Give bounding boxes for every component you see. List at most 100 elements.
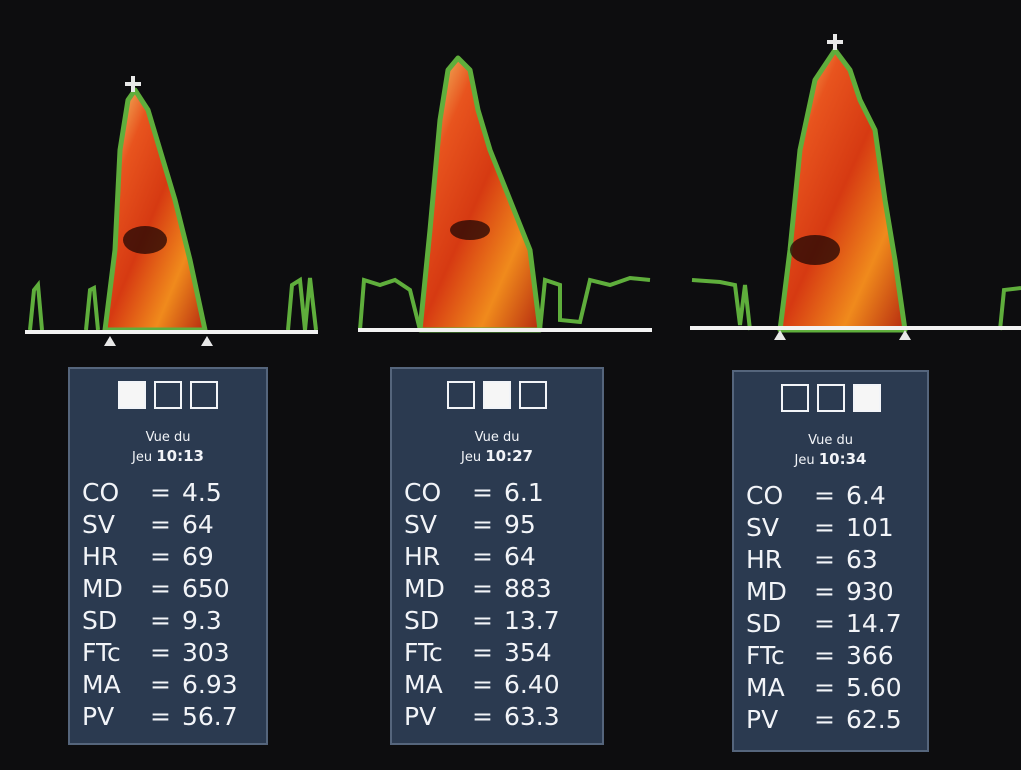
monitor-screen: Vue duJeu 10:13CO=4.5SV=64HR=69MD=650SD=… — [0, 0, 1021, 770]
view-square — [447, 381, 475, 409]
equals-sign: = — [150, 573, 171, 605]
measurement-value: 63.3 — [504, 701, 560, 733]
measurement-label: MA — [404, 669, 443, 701]
measurement-row: HR=69 — [70, 541, 266, 573]
measurement-value: 6.1 — [504, 477, 544, 509]
measurement-label: MA — [746, 672, 785, 704]
measurement-label: PV — [82, 701, 114, 733]
measurement-label: FTc — [404, 637, 443, 669]
measurement-value: 14.7 — [846, 608, 902, 640]
equals-sign: = — [472, 637, 493, 669]
view-square — [118, 381, 146, 409]
view-day: Jeu — [795, 453, 815, 468]
equals-sign: = — [150, 669, 171, 701]
measurement-value: 101 — [846, 512, 894, 544]
equals-sign: = — [150, 701, 171, 733]
measurement-value: 5.60 — [846, 672, 902, 704]
view-label: Vue du — [70, 429, 266, 447]
measurement-row: FTc = 354 — [392, 637, 602, 669]
view-square — [853, 384, 881, 412]
measurement-value: 9.3 — [182, 605, 222, 637]
view-indicator — [734, 384, 927, 412]
view-day: Jeu — [461, 450, 481, 465]
measurement-label: PV — [746, 704, 778, 736]
view-time-line: Jeu 10:34 — [734, 450, 927, 470]
measurement-label: HR — [746, 544, 782, 576]
measurement-value: 13.7 — [504, 605, 560, 637]
equals-sign: = — [814, 672, 835, 704]
measurement-label: PV — [404, 701, 436, 733]
measurement-value: 303 — [182, 637, 230, 669]
measurement-row: CO=6.4 — [734, 480, 927, 512]
measurement-label: MD — [404, 573, 445, 605]
measurement-label: SD — [404, 605, 439, 637]
measurement-label: FTc — [746, 640, 785, 672]
measurement-value: 650 — [182, 573, 230, 605]
view-indicator — [392, 381, 602, 409]
measurement-label: MA — [82, 669, 121, 701]
measurement-row: HR=64 — [392, 541, 602, 573]
measurement-row: MA = 6.93 — [70, 669, 266, 701]
equals-sign: = — [814, 512, 835, 544]
measurement-label: SV — [82, 509, 115, 541]
measurement-label: SV — [404, 509, 437, 541]
measurement-value: 64 — [504, 541, 536, 573]
measurement-value: 6.93 — [182, 669, 238, 701]
measurement-value: 64 — [182, 509, 214, 541]
view-label: Vue du — [392, 429, 602, 447]
measurement-row: MD=650 — [70, 573, 266, 605]
view-square — [519, 381, 547, 409]
measurement-value: 62.5 — [846, 704, 902, 736]
equals-sign: = — [472, 477, 493, 509]
equals-sign: = — [814, 608, 835, 640]
measurement-row: MD=883 — [392, 573, 602, 605]
measurement-value: 63 — [846, 544, 878, 576]
view-square — [817, 384, 845, 412]
measurement-label: MD — [746, 576, 787, 608]
measurement-label: CO — [746, 480, 783, 512]
measurement-label: SV — [746, 512, 779, 544]
measurement-row: CO=4.5 — [70, 477, 266, 509]
measurement-row: FTc = 366 — [734, 640, 927, 672]
view-square — [154, 381, 182, 409]
equals-sign: = — [472, 701, 493, 733]
view-time-line: Jeu 10:27 — [392, 447, 602, 467]
measurement-value: 56.7 — [182, 701, 238, 733]
measurement-row: SV = 64 — [70, 509, 266, 541]
measurements: CO=6.4SV=101HR=63MD=930SD=14.7FTc=366MA=… — [734, 480, 927, 736]
measurement-value: 69 — [182, 541, 214, 573]
measurement-value: 354 — [504, 637, 552, 669]
view-time: 10:13 — [156, 447, 204, 465]
measurement-row: PV=62.5 — [734, 704, 927, 736]
equals-sign: = — [814, 480, 835, 512]
measurement-row: HR=63 — [734, 544, 927, 576]
measurement-row: MD = 930 — [734, 576, 927, 608]
measurement-row: SD = 9.3 — [70, 605, 266, 637]
measurement-value: 4.5 — [182, 477, 222, 509]
equals-sign: = — [472, 509, 493, 541]
measurement-row: PV = 56.7 — [70, 701, 266, 733]
measurement-value: 883 — [504, 573, 552, 605]
equals-sign: = — [150, 605, 171, 637]
equals-sign: = — [814, 640, 835, 672]
view-time-line: Jeu 10:13 — [70, 447, 266, 467]
equals-sign: = — [150, 637, 171, 669]
equals-sign: = — [150, 541, 171, 573]
measurement-value: 366 — [846, 640, 894, 672]
view-day: Jeu — [132, 450, 152, 465]
equals-sign: = — [150, 509, 171, 541]
measurement-value: 930 — [846, 576, 894, 608]
view-square — [190, 381, 218, 409]
measurement-label: SD — [82, 605, 117, 637]
measurement-row: PV = 63.3 — [392, 701, 602, 733]
measurement-row: SV=95 — [392, 509, 602, 541]
equals-sign: = — [814, 576, 835, 608]
view-time: 10:34 — [819, 450, 867, 468]
